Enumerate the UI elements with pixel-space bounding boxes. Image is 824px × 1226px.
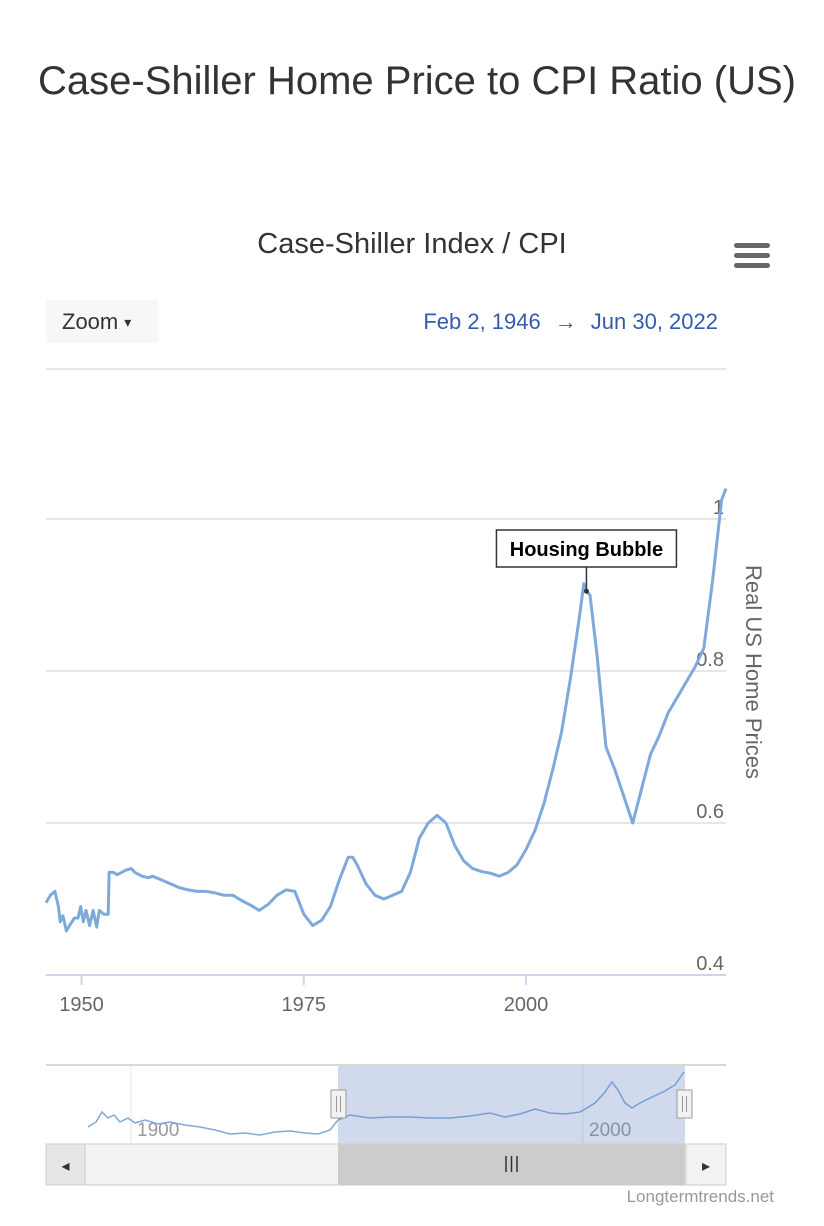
- x-tick-label: 2000: [504, 994, 549, 1016]
- y-axis-labels: 0.4 0.6 0.8 1: [696, 497, 724, 975]
- date-range: Feb 2, 1946 → Jun 30, 2022: [423, 309, 718, 335]
- y-axis-title: Real US Home Prices: [741, 565, 766, 779]
- arrow-right-icon: →: [554, 309, 577, 334]
- range-from[interactable]: Feb 2, 1946: [423, 309, 541, 334]
- navigator: 1900 2000: [46, 1064, 726, 1144]
- y-tick-label: 0.8: [696, 649, 724, 671]
- page-title: Case-Shiller Home Price to CPI Ratio (US…: [38, 59, 796, 103]
- x-axis-ticks: 1950 1975 2000: [59, 975, 548, 1016]
- zoom-label: Zoom: [62, 309, 119, 334]
- hamburger-icon: [734, 243, 770, 248]
- navigator-label-1900: 1900: [137, 1120, 179, 1141]
- x-tick-label: 1975: [282, 994, 327, 1016]
- chart-menu-button[interactable]: [734, 243, 770, 271]
- navigator-handle-right[interactable]: [676, 1089, 693, 1119]
- annotation-box: [495, 529, 678, 568]
- caret-down-icon: ▾: [124, 314, 132, 330]
- zoom-dropdown[interactable]: Zoom ▾: [46, 300, 159, 343]
- x-tick-label: 1950: [59, 994, 104, 1016]
- scrollbar-grip-icon: [505, 1156, 518, 1172]
- annotation-label: Housing Bubble: [510, 539, 663, 561]
- arrow-left-icon: ◂: [61, 1156, 69, 1175]
- y-tick-label: 0.4: [696, 953, 724, 975]
- chart-title: Case-Shiller Index / CPI: [257, 228, 567, 260]
- annotation-point: [583, 588, 589, 594]
- navigator-mask[interactable]: [338, 1066, 685, 1144]
- scrollbar: ◂ ▸: [45, 1143, 727, 1186]
- annotation-housing-bubble: Housing Bubble: [495, 529, 678, 594]
- navigator-series-line: [87, 1071, 685, 1136]
- y-tick-label: 1: [713, 497, 724, 519]
- credit-link[interactable]: Longtermtrends.net: [626, 1187, 774, 1206]
- grid-lines: [46, 518, 726, 824]
- navigator-label-2000: 2000: [589, 1120, 631, 1141]
- scroll-left-button[interactable]: [45, 1143, 86, 1186]
- range-to[interactable]: Jun 30, 2022: [590, 309, 718, 334]
- arrow-right-icon: ▸: [702, 1156, 710, 1175]
- y-tick-label: 0.6: [696, 801, 724, 823]
- navigator-handle-left[interactable]: [330, 1089, 347, 1119]
- series-line: [44, 488, 728, 933]
- scroll-right-button[interactable]: [685, 1143, 727, 1186]
